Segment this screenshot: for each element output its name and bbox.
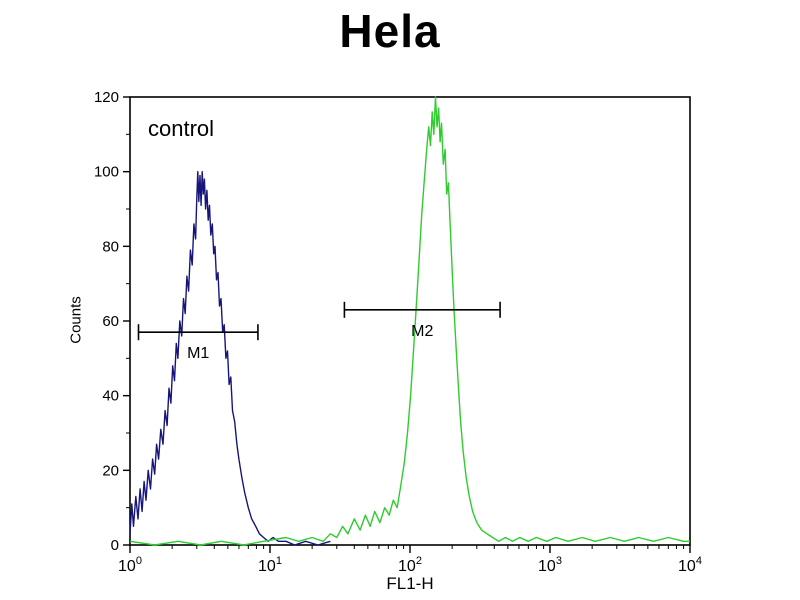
y-tick-label: 100 — [94, 164, 119, 181]
x-tick-label: 104 — [678, 555, 702, 575]
chart-title: Hela — [339, 5, 441, 57]
control-curve — [129, 170, 331, 546]
x-tick-label: 102 — [398, 555, 422, 575]
y-tick-label: 120 — [94, 89, 119, 106]
y-tick-label: 20 — [102, 462, 119, 479]
y-tick-label: 60 — [102, 313, 119, 330]
marker-m2-label: M2 — [411, 323, 433, 340]
control-annotation: control — [148, 116, 215, 141]
x-axis-label: FL1-H — [386, 574, 434, 593]
y-tick-label: 80 — [102, 238, 119, 255]
y-tick-label: 40 — [102, 388, 119, 405]
marker-m1-label: M1 — [187, 345, 209, 362]
x-tick-label: 103 — [538, 555, 562, 575]
y-tick-label: 0 — [111, 537, 119, 554]
plot-frame — [129, 96, 691, 546]
x-tick-label: 101 — [258, 555, 282, 575]
x-tick-label: 100 — [118, 555, 142, 575]
sample-curve — [129, 96, 690, 546]
y-axis-label: Counts — [67, 296, 85, 344]
